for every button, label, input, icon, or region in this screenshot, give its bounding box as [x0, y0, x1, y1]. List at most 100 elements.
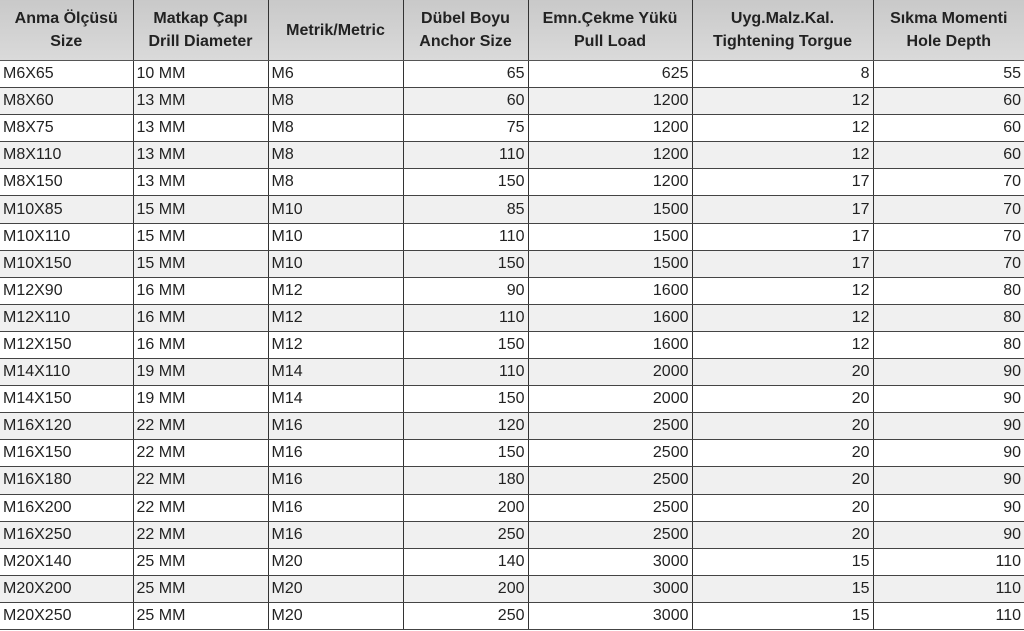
- table-row: M14X110 19 MM M14 110 2000 20 90: [0, 358, 1024, 387]
- cell-metric: M8: [267, 114, 403, 143]
- cell-tightening-torgue: 15: [691, 575, 873, 603]
- cell-metric: M16: [267, 412, 403, 441]
- cell-anchor-size: 250: [402, 602, 528, 630]
- cell-pull-load: 1500: [527, 195, 692, 224]
- cell-drill-diameter: 16 MM: [132, 304, 268, 332]
- cell-tightening-torgue: 20: [691, 385, 873, 414]
- cell-tightening-torgue: 12: [691, 277, 873, 305]
- cell-metric: M16: [267, 521, 403, 549]
- cell-anchor-size: 75: [402, 114, 528, 143]
- cell-size: M20X200: [0, 575, 133, 603]
- cell-anchor-size: 150: [402, 250, 528, 278]
- cell-hole-depth: 80: [872, 304, 1024, 332]
- cell-tightening-torgue: 20: [691, 494, 873, 522]
- table-row: M16X250 22 MM M16 250 2500 20 90: [0, 521, 1024, 549]
- cell-anchor-size: 150: [402, 385, 528, 414]
- table-row: M6X65 10 MM M6 65 625 8 55: [0, 60, 1024, 89]
- header-label: Size: [50, 33, 83, 50]
- header-label: Metrik/Metric: [286, 21, 385, 39]
- cell-drill-diameter: 16 MM: [132, 331, 268, 360]
- cell-drill-diameter: 22 MM: [132, 412, 268, 441]
- cell-metric: M14: [267, 385, 403, 414]
- cell-metric: M8: [267, 168, 403, 197]
- cell-size: M8X75: [0, 114, 133, 143]
- cell-hole-depth: 80: [872, 331, 1024, 360]
- cell-pull-load: 1600: [527, 331, 692, 360]
- cell-pull-load: 1500: [527, 223, 692, 251]
- cell-hole-depth: 90: [872, 466, 1024, 495]
- cell-anchor-size: 85: [402, 195, 528, 224]
- cell-drill-diameter: 13 MM: [132, 141, 268, 170]
- cell-tightening-torgue: 17: [691, 250, 873, 278]
- cell-drill-diameter: 25 MM: [132, 575, 268, 603]
- cell-metric: M12: [267, 331, 403, 360]
- cell-pull-load: 1200: [527, 168, 692, 197]
- cell-drill-diameter: 10 MM: [132, 60, 268, 89]
- cell-anchor-size: 120: [402, 412, 528, 441]
- header-anchor-size: Dübel Boyu Anchor Size: [402, 0, 528, 61]
- cell-pull-load: 2500: [527, 412, 692, 441]
- cell-pull-load: 1500: [527, 250, 692, 278]
- cell-size: M6X65: [0, 60, 133, 89]
- cell-tightening-torgue: 12: [691, 141, 873, 170]
- cell-size: M8X110: [0, 141, 133, 170]
- cell-hole-depth: 110: [872, 602, 1024, 630]
- table-row: M16X180 22 MM M16 180 2500 20 90: [0, 466, 1024, 495]
- header-label: Drill Diameter: [148, 33, 253, 50]
- header-label: Dübel Boyu: [421, 10, 510, 27]
- header-hole-depth: Sıkma Momenti Hole Depth: [872, 0, 1024, 61]
- table-row: M16X150 22 MM M16 150 2500 20 90: [0, 439, 1024, 468]
- table-row: M16X120 22 MM M16 120 2500 20 90: [0, 412, 1024, 441]
- cell-hole-depth: 90: [872, 439, 1024, 468]
- header-size: Anma Ölçüsü Size: [0, 0, 133, 61]
- cell-pull-load: 625: [527, 60, 692, 89]
- cell-pull-load: 3000: [527, 548, 692, 576]
- cell-anchor-size: 150: [402, 439, 528, 468]
- cell-metric: M12: [267, 277, 403, 305]
- cell-pull-load: 1200: [527, 87, 692, 116]
- cell-drill-diameter: 22 MM: [132, 521, 268, 549]
- cell-metric: M12: [267, 304, 403, 332]
- cell-hole-depth: 90: [872, 385, 1024, 414]
- cell-anchor-size: 65: [402, 60, 528, 89]
- cell-hole-depth: 70: [872, 223, 1024, 251]
- cell-tightening-torgue: 8: [691, 60, 873, 89]
- cell-pull-load: 2500: [527, 494, 692, 522]
- cell-size: M8X60: [0, 87, 133, 116]
- table-row: M12X110 16 MM M12 110 1600 12 80: [0, 304, 1024, 332]
- header-label: Uyg.Malz.Kal.: [730, 10, 835, 27]
- cell-pull-load: 2500: [527, 466, 692, 495]
- cell-size: M16X180: [0, 466, 133, 495]
- cell-drill-diameter: 15 MM: [132, 195, 268, 224]
- cell-tightening-torgue: 17: [691, 223, 873, 251]
- cell-hole-depth: 70: [872, 250, 1024, 278]
- cell-drill-diameter: 25 MM: [132, 602, 268, 630]
- cell-metric: M8: [267, 87, 403, 116]
- header-pull-load: Emn.Çekme Yükü Pull Load: [527, 0, 692, 61]
- table-row: M20X140 25 MM M20 140 3000 15 110: [0, 548, 1024, 576]
- cell-drill-diameter: 19 MM: [132, 385, 268, 414]
- table-row: M20X200 25 MM M20 200 3000 15 110: [0, 575, 1024, 603]
- table-row: M12X150 16 MM M12 150 1600 12 80: [0, 331, 1024, 360]
- cell-metric: M10: [267, 195, 403, 224]
- cell-pull-load: 3000: [527, 575, 692, 603]
- header-label: Anma Ölçüsü: [14, 10, 118, 27]
- cell-size: M12X150: [0, 331, 133, 360]
- cell-pull-load: 1600: [527, 304, 692, 332]
- cell-metric: M8: [267, 141, 403, 170]
- cell-hole-depth: 110: [872, 548, 1024, 576]
- cell-anchor-size: 200: [402, 575, 528, 603]
- cell-anchor-size: 110: [402, 223, 528, 251]
- header-label: Emn.Çekme Yükü: [542, 10, 678, 27]
- cell-drill-diameter: 22 MM: [132, 466, 268, 495]
- header-row: Anma Ölçüsü Size Matkap Çapı Drill Diameter…: [0, 0, 1024, 61]
- cell-metric: M14: [267, 358, 403, 387]
- cell-drill-diameter: 13 MM: [132, 114, 268, 143]
- cell-metric: M16: [267, 494, 403, 522]
- table-row: M10X85 15 MM M10 85 1500 17 70: [0, 195, 1024, 224]
- cell-pull-load: 1200: [527, 114, 692, 143]
- cell-tightening-torgue: 12: [691, 114, 873, 143]
- cell-drill-diameter: 15 MM: [132, 223, 268, 251]
- cell-metric: M20: [267, 602, 403, 630]
